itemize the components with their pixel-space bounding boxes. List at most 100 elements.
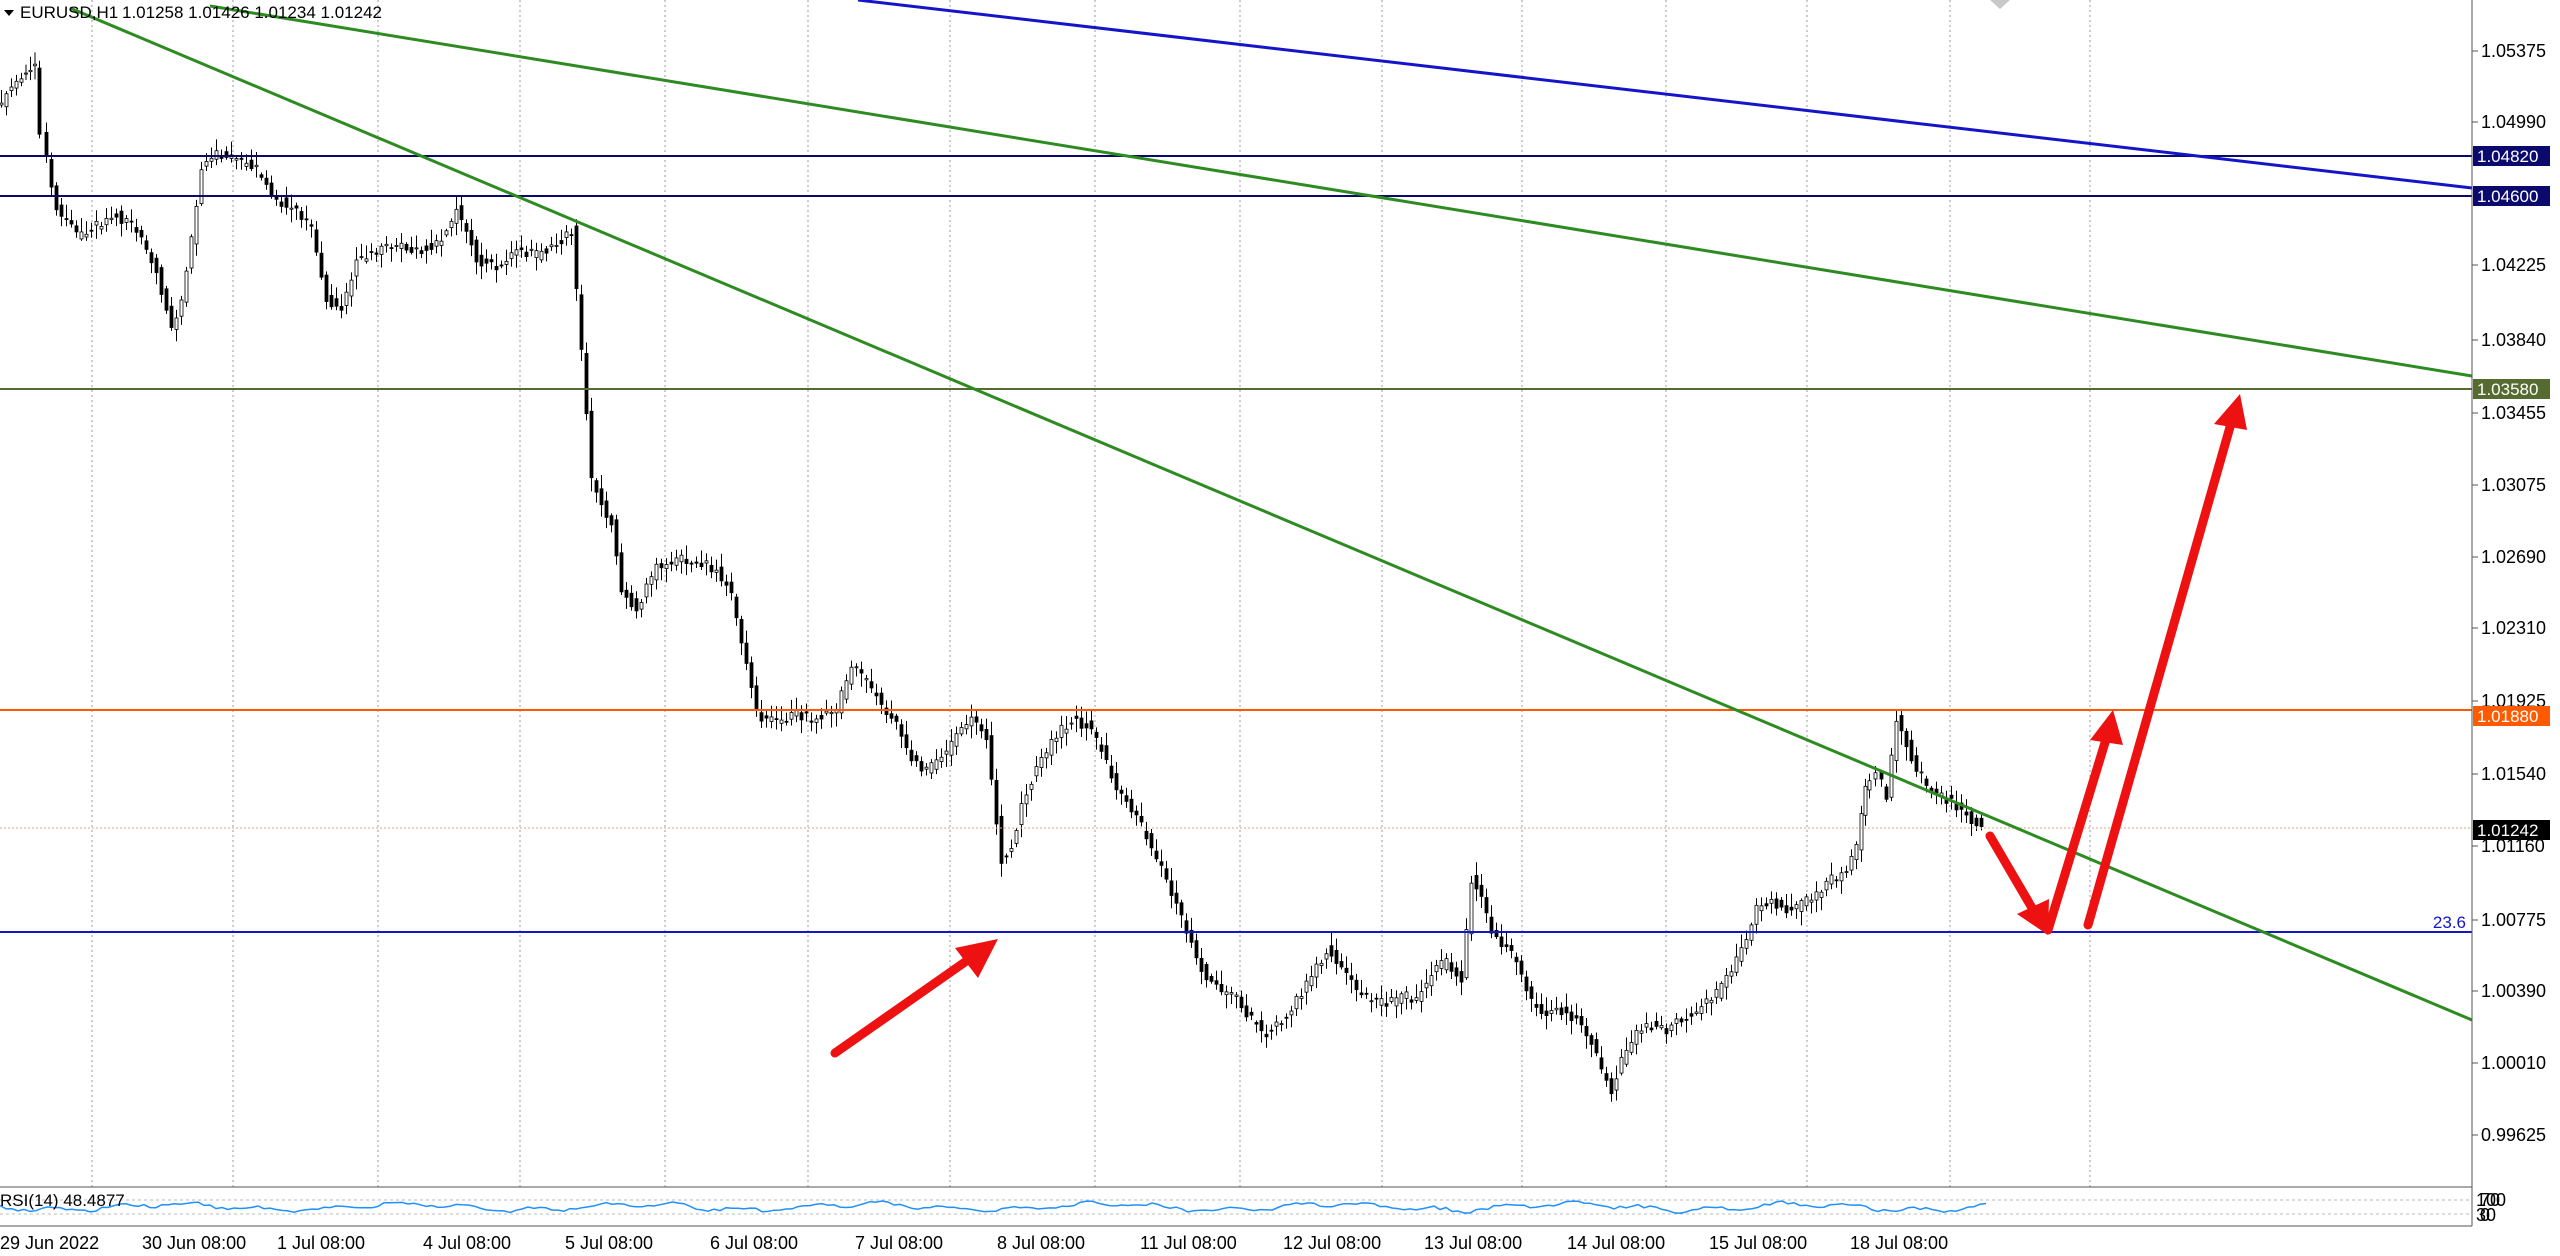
candle-body bbox=[79, 231, 84, 240]
price-label-box bbox=[2473, 820, 2550, 840]
candle-body bbox=[1759, 905, 1764, 912]
candle-body bbox=[1824, 880, 1829, 891]
candle-body bbox=[1679, 1018, 1684, 1023]
candle-body bbox=[1924, 778, 1929, 786]
candle-body bbox=[769, 716, 774, 722]
candle-body bbox=[1229, 992, 1234, 995]
time-axis[interactable]: 29 Jun 2022 30 Jun 08:00 1 Jul 08:00 4 Jul … bbox=[0, 1233, 1948, 1253]
candle-body bbox=[1739, 947, 1744, 962]
price-tick-label: 1.04990 bbox=[2481, 112, 2546, 132]
price-tick-label: 1.00775 bbox=[2481, 910, 2546, 930]
price-label-1-04820: 1.04820 bbox=[2477, 147, 2538, 166]
chart-area[interactable] bbox=[0, 0, 2472, 1187]
scroll-marker-icon[interactable] bbox=[1990, 0, 2010, 9]
candle-body bbox=[764, 715, 769, 719]
candle-body bbox=[369, 251, 374, 253]
candle-body bbox=[879, 692, 884, 705]
candle-body bbox=[1269, 1029, 1274, 1032]
candle-body bbox=[349, 279, 354, 297]
candle-body bbox=[434, 240, 439, 247]
candle-body bbox=[1289, 1010, 1294, 1016]
candle-body bbox=[1149, 833, 1154, 849]
candle-body bbox=[629, 592, 634, 608]
candle-body bbox=[1484, 897, 1489, 914]
candle-body bbox=[689, 562, 694, 565]
candle-body bbox=[1469, 882, 1474, 935]
candle-body bbox=[1914, 755, 1919, 772]
time-tick-label: 18 Jul 08:00 bbox=[1850, 1233, 1948, 1253]
blue-trendline[interactable] bbox=[857, 0, 2473, 190]
candle-body bbox=[1794, 904, 1799, 910]
candle-body bbox=[334, 298, 339, 307]
candle-body bbox=[959, 727, 964, 735]
candle-body bbox=[0, 102, 4, 106]
candle-body bbox=[64, 218, 69, 220]
price-label-1-01880: 1.01880 bbox=[2477, 707, 2538, 726]
time-tick-label: 13 Jul 08:00 bbox=[1424, 1233, 1522, 1253]
candle-body bbox=[1344, 967, 1349, 973]
candle-body bbox=[1324, 953, 1329, 960]
ohlc-values: 1.01258 1.01426 1.01234 1.01242 bbox=[122, 3, 382, 22]
candle-body bbox=[469, 229, 474, 246]
candle-body bbox=[714, 569, 719, 573]
candle-body bbox=[554, 245, 559, 247]
candle-body bbox=[1294, 995, 1299, 1010]
candle-body bbox=[494, 266, 499, 271]
candle-body bbox=[804, 711, 809, 714]
candle-body bbox=[654, 563, 659, 581]
candle-body bbox=[414, 247, 419, 250]
candle-body bbox=[659, 563, 664, 569]
candle-body bbox=[1199, 957, 1204, 972]
candle-body bbox=[1634, 1029, 1639, 1045]
candle-body bbox=[1359, 992, 1364, 996]
green-trendline-upper[interactable] bbox=[209, 4, 2473, 378]
candle-body bbox=[1769, 898, 1774, 904]
candle-body bbox=[784, 720, 789, 723]
candle-body bbox=[1029, 783, 1034, 790]
candle-body bbox=[499, 264, 504, 267]
candle-body bbox=[624, 589, 629, 598]
candle-body bbox=[1369, 1000, 1374, 1003]
candle-body bbox=[1919, 771, 1924, 774]
candle-body bbox=[159, 267, 164, 295]
candle-body bbox=[729, 581, 734, 594]
candle-body bbox=[269, 182, 274, 197]
candle-body bbox=[1374, 997, 1379, 1000]
arrow-up-to-1-01880 bbox=[2043, 731, 2112, 935]
candle-body bbox=[224, 151, 229, 158]
price-label-box bbox=[2473, 146, 2550, 166]
candle-body bbox=[1209, 976, 1214, 982]
candle-body bbox=[1609, 1078, 1614, 1095]
candle-body bbox=[1254, 1022, 1259, 1025]
candle-body bbox=[24, 72, 28, 75]
candle-body bbox=[589, 410, 594, 479]
collapse-triangle-icon[interactable] bbox=[4, 10, 14, 16]
candle-body bbox=[989, 735, 994, 780]
candle-body bbox=[44, 131, 49, 157]
candle-body bbox=[84, 233, 89, 238]
candle-body bbox=[404, 243, 409, 251]
candle-body bbox=[724, 581, 729, 586]
candle-body bbox=[1334, 949, 1339, 964]
candle-body bbox=[1299, 996, 1304, 999]
candle-body bbox=[674, 557, 679, 566]
candlesticks bbox=[0, 52, 1984, 1102]
candle-body bbox=[1589, 1035, 1594, 1045]
candle-body bbox=[1909, 739, 1914, 762]
candle-body bbox=[409, 247, 414, 253]
candle-body bbox=[779, 719, 784, 724]
candle-body bbox=[1979, 817, 1984, 827]
time-tick-label: 6 Jul 08:00 bbox=[710, 1233, 798, 1253]
candle-body bbox=[1619, 1056, 1624, 1074]
candle-body bbox=[154, 257, 159, 274]
candle-body bbox=[609, 515, 614, 526]
candle-body bbox=[14, 80, 19, 89]
candle-body bbox=[254, 164, 259, 168]
price-axis[interactable]: 1.05375 1.04990 1.04225 1.03840 1.03455 1.030… bbox=[2472, 41, 2546, 1145]
candle-body bbox=[129, 220, 134, 223]
candle-body bbox=[449, 220, 454, 228]
candle-body bbox=[509, 252, 514, 259]
candle-body bbox=[694, 561, 699, 564]
candle-body bbox=[1534, 1003, 1539, 1008]
